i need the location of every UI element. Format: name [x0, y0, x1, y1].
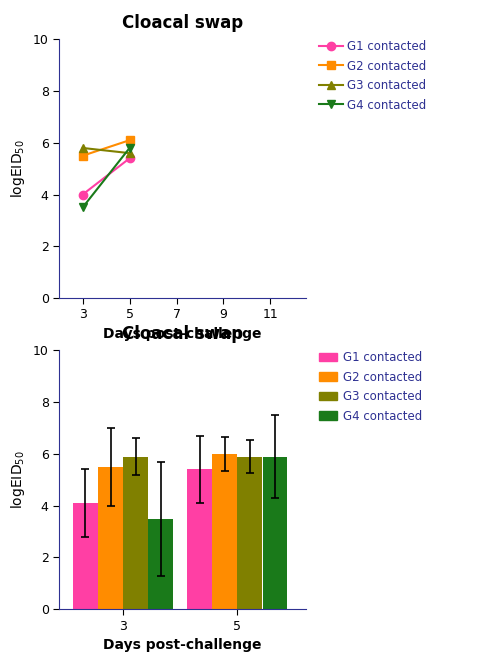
Bar [263, 457, 287, 609]
Legend: G1 contacted, G2 contacted, G3 contacted, G4 contacted: G1 contacted, G2 contacted, G3 contacted… [319, 40, 426, 111]
Legend: G1 contacted, G2 contacted, G3 contacted, G4 contacted: G1 contacted, G2 contacted, G3 contacted… [319, 351, 422, 422]
G3 contacted [80, 144, 86, 152]
Bar [123, 457, 148, 609]
Title: Cloacal swap: Cloacal swap [122, 326, 243, 343]
Bar [238, 457, 262, 609]
Bar [187, 470, 212, 609]
Y-axis label: logEID$_{50}$: logEID$_{50}$ [9, 451, 27, 509]
Line: G1 contacted: G1 contacted [78, 154, 134, 198]
Line: G2 contacted: G2 contacted [78, 136, 134, 160]
Bar [98, 467, 123, 609]
X-axis label: Days post-challenge: Days post-challenge [103, 638, 262, 652]
Bar [212, 454, 237, 609]
G1 contacted [80, 191, 86, 198]
G1 contacted [127, 155, 133, 162]
Bar [73, 503, 98, 609]
G3 contacted [127, 149, 133, 157]
G2 contacted [80, 152, 86, 160]
Title: Cloacal swap: Cloacal swap [122, 14, 243, 32]
Line: G4 contacted: G4 contacted [78, 144, 134, 212]
Line: G3 contacted: G3 contacted [78, 144, 134, 157]
G4 contacted [127, 144, 133, 152]
X-axis label: Days post-challenge: Days post-challenge [103, 327, 262, 341]
Bar [148, 519, 173, 609]
Y-axis label: logEID$_{50}$: logEID$_{50}$ [9, 140, 27, 198]
G2 contacted [127, 136, 133, 144]
G4 contacted [80, 204, 86, 212]
